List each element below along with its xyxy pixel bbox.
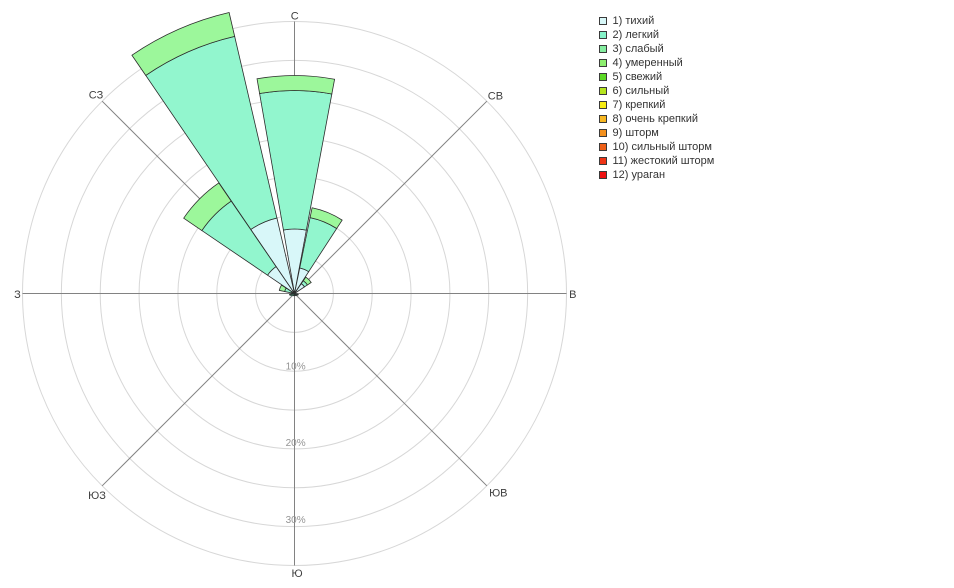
- svg-text:З: З: [14, 289, 21, 301]
- svg-text:ЮВ: ЮВ: [489, 488, 507, 500]
- svg-text:С: С: [291, 11, 299, 23]
- svg-text:10%: 10%: [286, 361, 306, 372]
- svg-text:Ю: Ю: [291, 568, 302, 580]
- svg-text:СЗ: СЗ: [89, 90, 104, 102]
- svg-text:30%: 30%: [286, 515, 306, 526]
- svg-text:В: В: [569, 289, 576, 301]
- svg-text:СВ: СВ: [488, 91, 503, 103]
- svg-text:ЮЗ: ЮЗ: [88, 490, 106, 502]
- svg-text:20%: 20%: [286, 438, 306, 449]
